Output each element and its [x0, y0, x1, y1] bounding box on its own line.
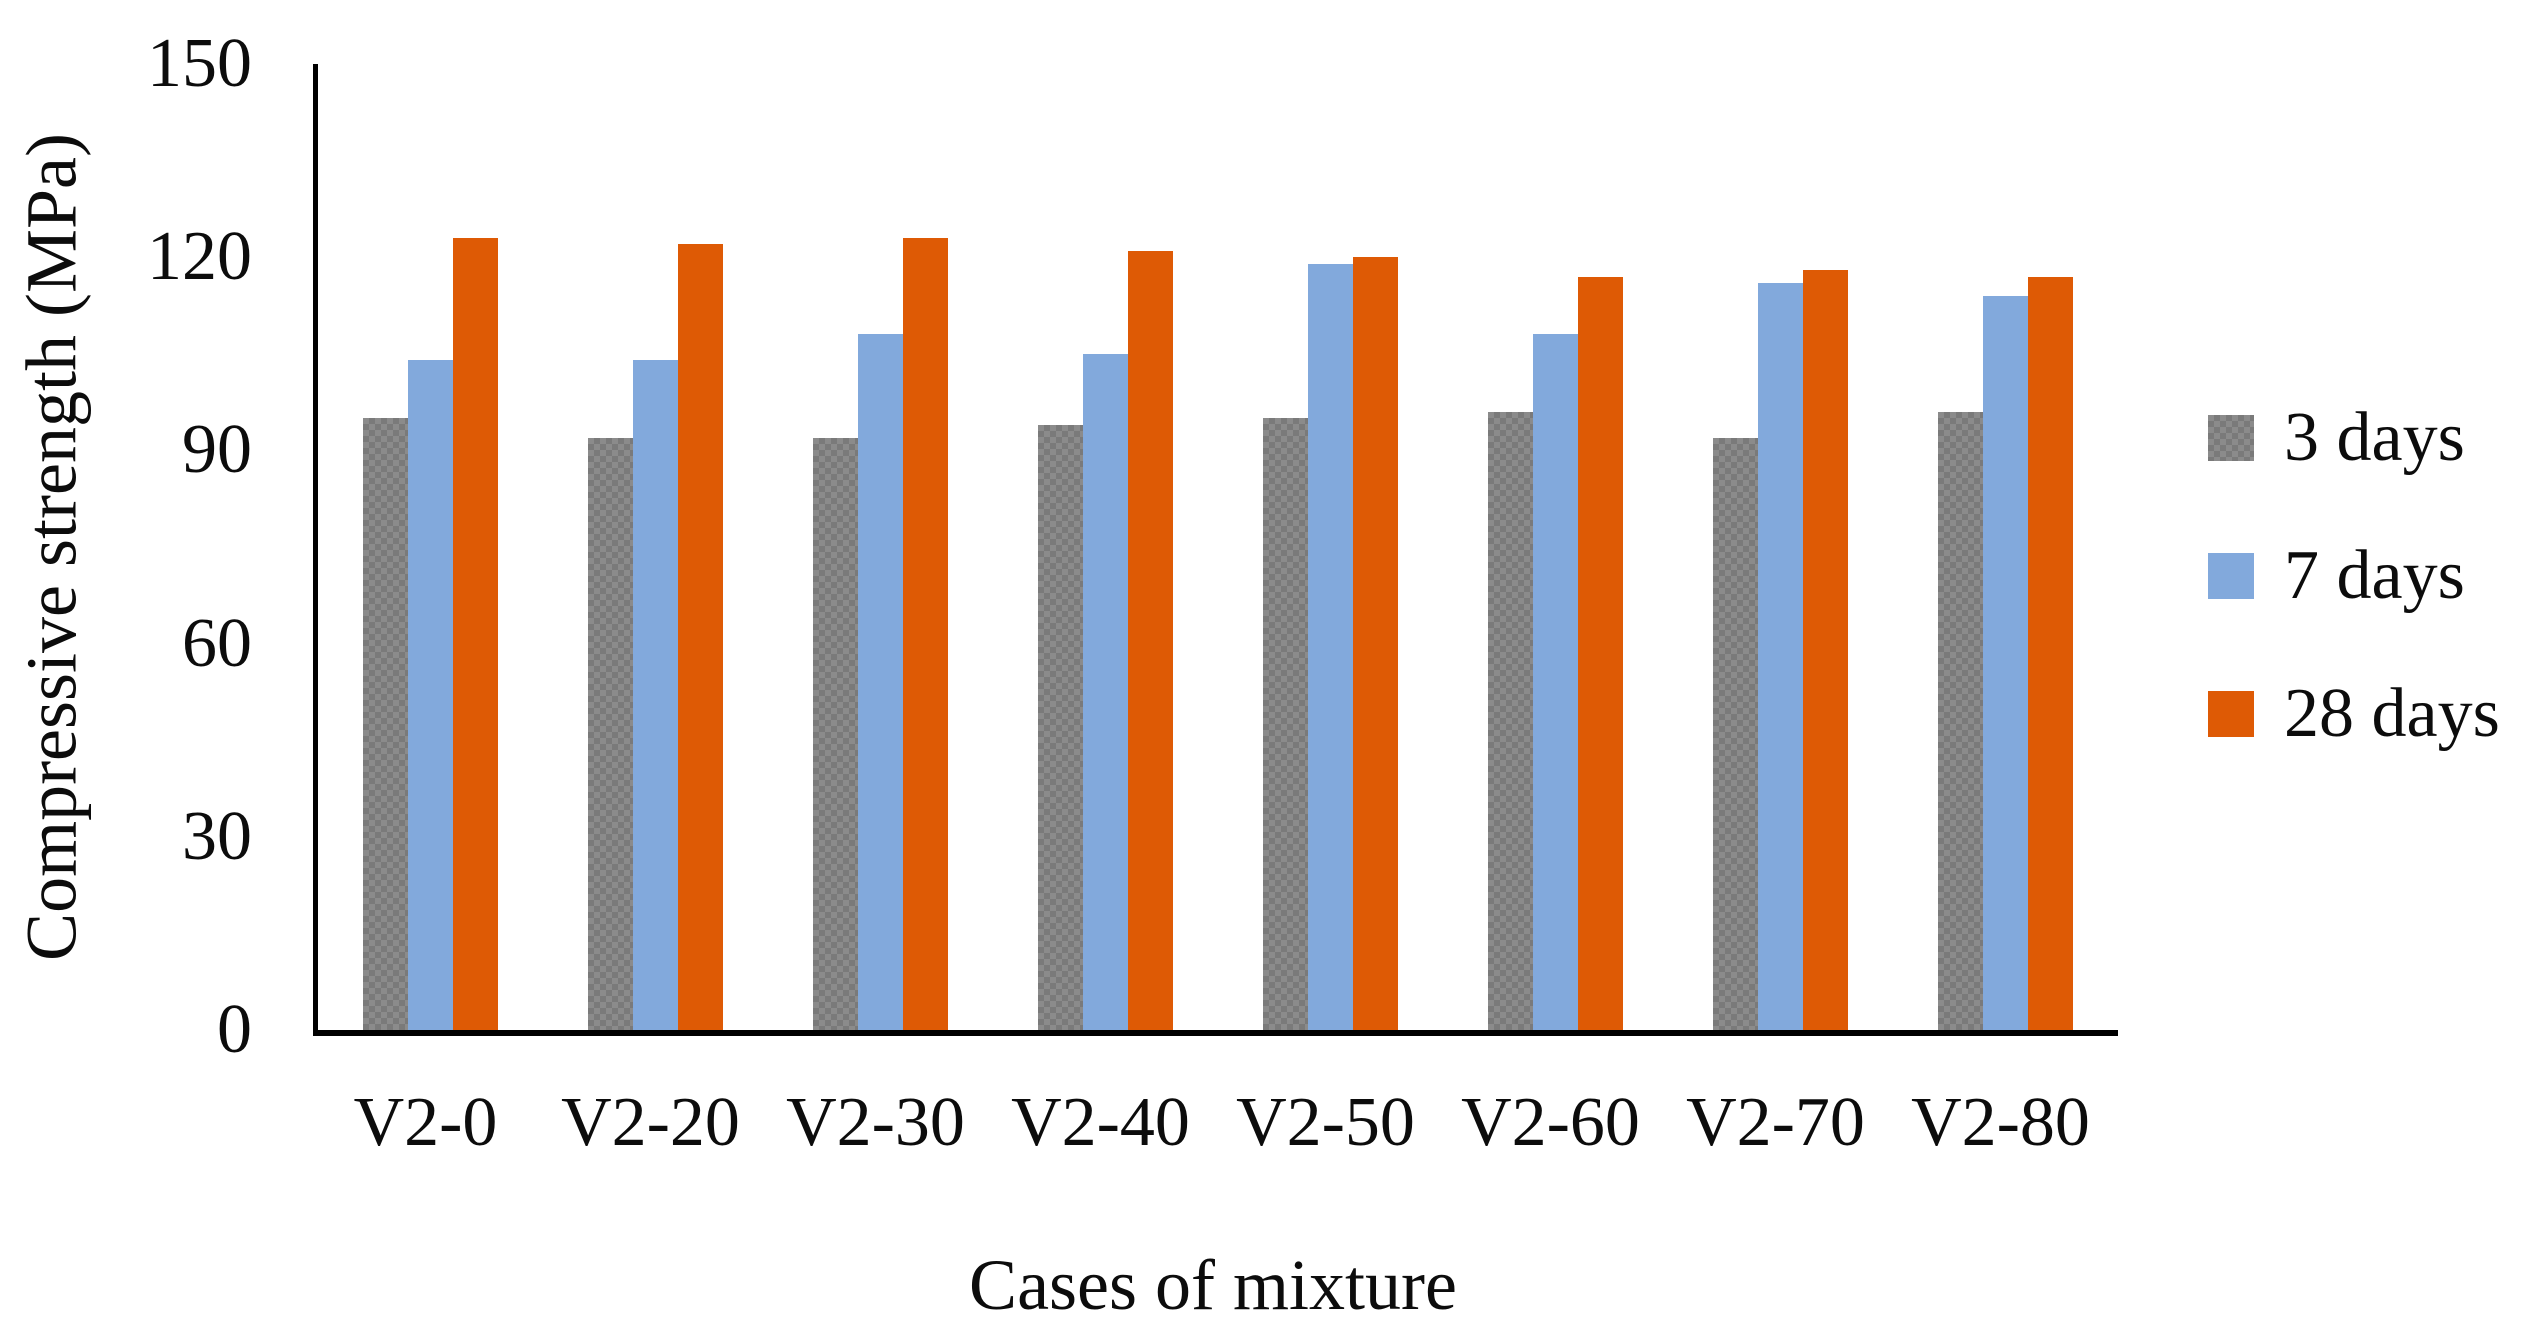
bar-v2-30-3-days: [813, 437, 858, 1030]
bar-v2-80-28-days: [2028, 276, 2073, 1030]
bar-groups: [318, 64, 2118, 1030]
x-axis-title: Cases of mixture: [969, 1245, 1457, 1325]
y-tick-label: 30: [182, 797, 252, 875]
bar-v2-40-28-days: [1128, 250, 1173, 1030]
x-category-label-v2-80: V2-80: [1911, 1084, 2090, 1161]
x-axis-category-labels: V2-0 V2-20 V2-30 V2-40 V2-50 V2-60 V2-70 V2-80: [313, 1078, 2113, 1168]
bar-v2-70-3-days: [1713, 437, 1758, 1030]
plot-area: [313, 64, 2118, 1036]
bar-v2-20-3-days: [588, 437, 633, 1030]
bar-v2-70-7-days: [1758, 282, 1803, 1030]
legend-label: 28 days: [2284, 675, 2500, 752]
legend-item-7-days: 7 days: [2208, 541, 2500, 611]
bar-v2-60-3-days: [1488, 411, 1533, 1030]
bar-v2-60-28-days: [1578, 276, 1623, 1030]
legend-swatch-28-days: [2208, 691, 2254, 737]
bar-v2-70-28-days: [1803, 270, 1848, 1030]
bar-group-v2-30: [768, 64, 993, 1030]
bar-group-v2-70: [1668, 64, 1893, 1030]
legend-swatch-7-days: [2208, 553, 2254, 599]
bar-v2-80-3-days: [1938, 411, 1983, 1030]
bar-v2-0-7-days: [408, 360, 453, 1030]
x-category-label-v2-20: V2-20: [561, 1084, 740, 1161]
bar-group-v2-80: [1893, 64, 2118, 1030]
x-category-label-v2-60: V2-60: [1461, 1084, 1640, 1161]
bar-v2-50-7-days: [1308, 263, 1353, 1030]
y-tick-label: 120: [147, 218, 252, 296]
bar-v2-0-3-days: [363, 418, 408, 1030]
bar-group-v2-40: [993, 64, 1218, 1030]
bar-v2-50-3-days: [1263, 418, 1308, 1030]
legend-item-3-days: 3 days: [2208, 403, 2500, 473]
bar-v2-30-28-days: [903, 237, 948, 1030]
bar-group-v2-50: [1218, 64, 1443, 1030]
bar-group-v2-0: [318, 64, 543, 1030]
bar-group-v2-20: [543, 64, 768, 1030]
y-tick-label: 0: [217, 991, 252, 1068]
x-category-label-v2-0: V2-0: [353, 1084, 498, 1161]
x-category-label-v2-30: V2-30: [786, 1084, 965, 1161]
bar-v2-60-7-days: [1533, 334, 1578, 1030]
legend-label: 3 days: [2284, 399, 2465, 476]
bar-v2-20-7-days: [633, 360, 678, 1030]
x-category-label-v2-50: V2-50: [1236, 1084, 1415, 1161]
y-tick-label: 150: [147, 25, 252, 102]
legend-label: 7 days: [2284, 537, 2465, 614]
legend: 3 days 7 days 28 days: [2208, 403, 2500, 829]
bar-v2-80-7-days: [1983, 295, 2028, 1030]
x-category-label-v2-40: V2-40: [1011, 1084, 1190, 1161]
legend-item-28-days: 28 days: [2208, 679, 2500, 749]
bar-v2-50-28-days: [1353, 257, 1398, 1030]
bar-v2-30-7-days: [858, 334, 903, 1030]
bar-v2-40-7-days: [1083, 353, 1128, 1030]
y-tick-label: 60: [182, 604, 252, 682]
bar-v2-40-3-days: [1038, 424, 1083, 1030]
bar-v2-0-28-days: [453, 237, 498, 1030]
bar-group-v2-60: [1443, 64, 1668, 1030]
bar-v2-20-28-days: [678, 244, 723, 1030]
legend-swatch-3-days: [2208, 415, 2254, 461]
x-category-label-v2-70: V2-70: [1686, 1084, 1865, 1161]
y-tick-label: 90: [182, 411, 252, 489]
